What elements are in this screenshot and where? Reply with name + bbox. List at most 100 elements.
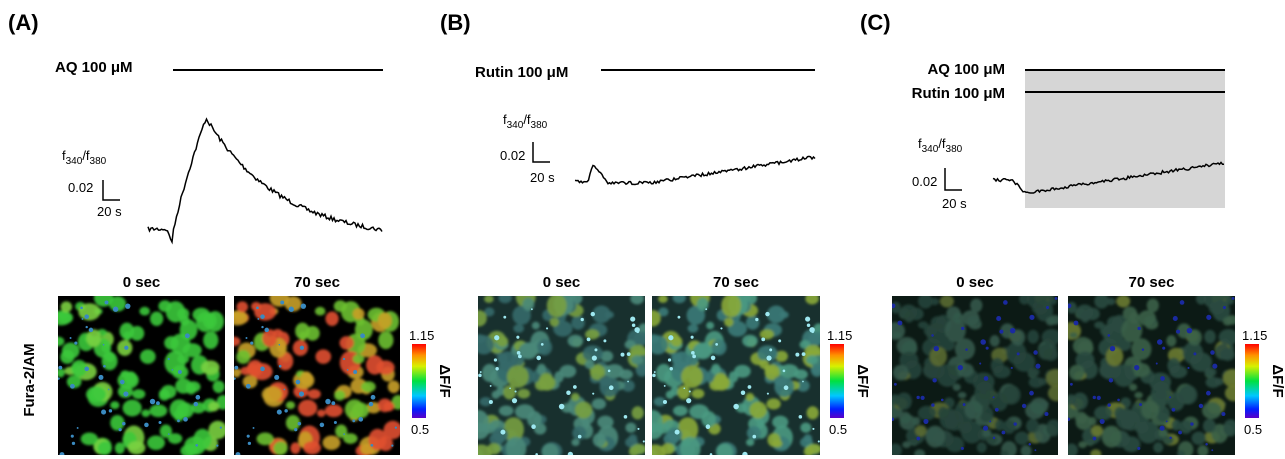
dot xyxy=(667,358,672,362)
dot xyxy=(933,345,939,352)
cell xyxy=(1020,445,1032,455)
dot xyxy=(319,422,325,428)
cell xyxy=(1072,392,1088,411)
cell xyxy=(1026,296,1048,309)
cell xyxy=(1220,348,1235,361)
dot xyxy=(1096,395,1101,400)
cell xyxy=(749,401,767,419)
cell xyxy=(759,329,774,340)
dot xyxy=(715,343,718,346)
dot xyxy=(566,390,571,395)
cell xyxy=(124,371,138,386)
cell xyxy=(1156,406,1170,423)
scale-y-label: 0.02 xyxy=(500,148,525,163)
cell xyxy=(1100,324,1114,337)
dot xyxy=(669,367,673,371)
dot xyxy=(250,341,254,345)
cell xyxy=(779,311,789,319)
cell xyxy=(706,321,715,330)
cell xyxy=(960,420,983,444)
dot xyxy=(276,409,282,415)
cell xyxy=(352,308,365,320)
dot xyxy=(121,421,126,426)
dot xyxy=(536,355,541,361)
trace xyxy=(574,155,816,186)
cell xyxy=(247,359,263,377)
time-label: 70 sec xyxy=(1129,274,1175,291)
dot xyxy=(284,409,288,413)
dot xyxy=(893,382,897,386)
ratio-part: /f xyxy=(938,136,946,151)
dot xyxy=(108,409,113,413)
cell xyxy=(324,404,343,418)
dot xyxy=(234,365,239,370)
dot xyxy=(294,428,298,432)
dot xyxy=(740,390,746,395)
cell xyxy=(300,371,313,386)
cell xyxy=(1001,441,1017,455)
cell xyxy=(724,317,734,327)
cell xyxy=(898,411,912,424)
cell xyxy=(976,442,987,453)
dot xyxy=(171,369,174,371)
cell xyxy=(904,311,915,323)
cell xyxy=(496,336,509,347)
cell xyxy=(687,324,699,333)
dot xyxy=(235,452,241,455)
panel-label: (C) xyxy=(860,10,891,35)
dot xyxy=(683,387,686,390)
cell xyxy=(964,400,983,420)
dot xyxy=(195,394,201,400)
cell xyxy=(256,432,274,446)
cell xyxy=(478,334,486,344)
cell xyxy=(652,444,666,455)
cell xyxy=(892,443,902,455)
dot xyxy=(690,335,694,339)
cell xyxy=(129,325,145,341)
dot xyxy=(766,355,772,361)
dot xyxy=(766,392,769,395)
cell xyxy=(360,443,373,455)
dot xyxy=(705,424,711,429)
cell xyxy=(658,296,668,303)
cell xyxy=(745,392,755,402)
cell xyxy=(536,339,553,356)
dot xyxy=(1069,382,1073,386)
cell xyxy=(1026,418,1039,434)
cell xyxy=(484,296,494,303)
dot xyxy=(761,337,766,342)
dot xyxy=(1044,412,1049,417)
cell xyxy=(652,409,663,433)
dot xyxy=(245,336,248,339)
cell xyxy=(1179,420,1193,434)
cell xyxy=(139,306,150,316)
dot xyxy=(783,385,789,391)
dot xyxy=(1117,398,1120,402)
dot xyxy=(979,362,982,365)
cell xyxy=(1137,420,1160,444)
dot xyxy=(1186,327,1193,334)
dot xyxy=(103,364,106,368)
dot xyxy=(733,403,739,410)
cell xyxy=(212,380,225,394)
colorbar xyxy=(1245,344,1259,418)
cell xyxy=(290,442,301,454)
dot xyxy=(59,452,65,455)
cell xyxy=(1166,335,1177,347)
cell xyxy=(1106,297,1116,306)
dot xyxy=(545,327,549,330)
cell xyxy=(284,296,302,312)
cell xyxy=(58,310,72,326)
dot xyxy=(923,418,929,424)
cell xyxy=(1010,329,1026,346)
cell xyxy=(109,296,127,312)
dot xyxy=(960,446,964,450)
dot xyxy=(1068,303,1072,309)
cell xyxy=(592,305,611,324)
cell xyxy=(139,349,156,364)
cell xyxy=(1043,348,1058,361)
ratio-part: /f xyxy=(82,148,90,163)
cell xyxy=(1068,394,1076,406)
dot xyxy=(992,396,995,399)
dot xyxy=(992,436,996,440)
